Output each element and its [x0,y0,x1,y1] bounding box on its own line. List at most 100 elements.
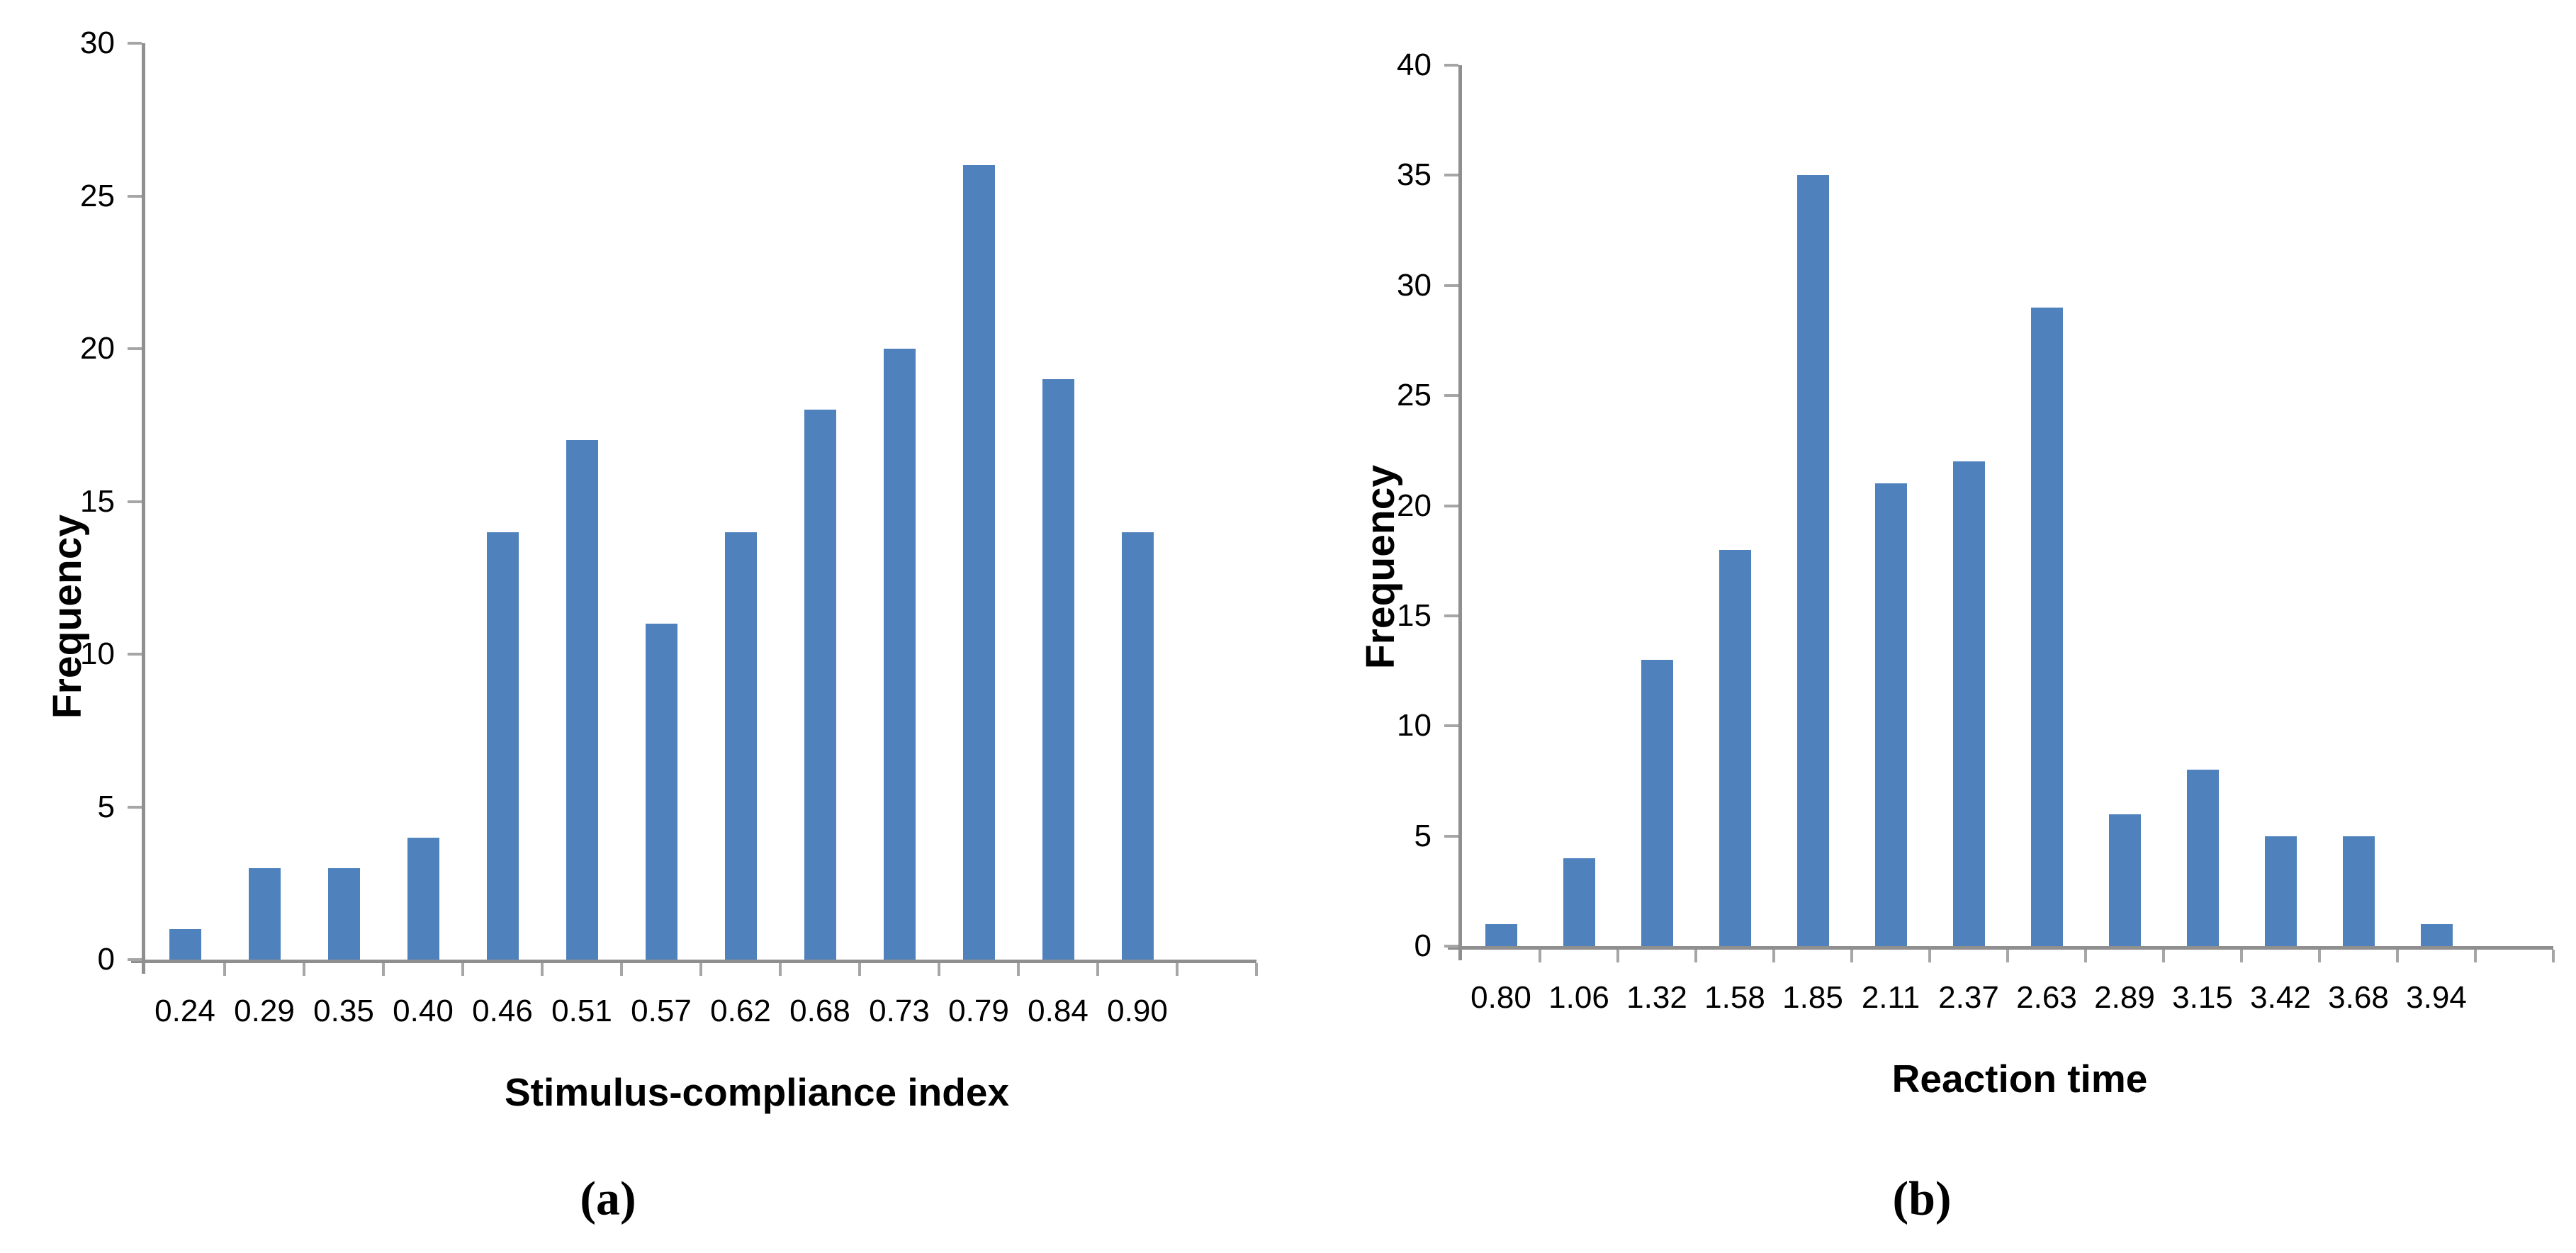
y-tick-label: 30 [80,26,115,60]
y-tick-label: 40 [1397,47,1432,82]
bar [2342,836,2375,946]
bar [1485,924,1517,946]
x-tick-label: 0.51 [551,994,612,1028]
y-axis-line [142,43,145,974]
y-tick-mark [1444,945,1458,948]
x-tick-label: 0.68 [789,994,850,1028]
x-tick-label: 0.35 [313,994,374,1028]
x-tick-label: 0.90 [1107,994,1168,1028]
x-tick-label: 0.62 [710,994,771,1028]
x-tick-mark [223,963,226,976]
x-tick-label: 3.68 [2328,980,2389,1015]
x-tick-label: 1.32 [1626,980,1687,1015]
x-tick-mark [1928,950,1931,962]
x-tick-mark [2006,950,2009,962]
chart-a-x-axis-title: Stimulus-compliance index [504,1070,1010,1114]
bar [2264,836,2297,946]
x-tick-mark [699,963,702,976]
x-tick-mark [1772,950,1775,962]
bar [1641,660,1673,946]
x-tick-mark [461,963,464,976]
chart-b-y-axis-title: Frequency [1358,464,1403,670]
x-tick-label: 0.40 [393,994,454,1028]
bar [1121,532,1154,960]
x-tick-mark [1539,950,1541,962]
bar [883,349,916,960]
bar [804,410,836,960]
x-tick-mark [1176,963,1179,976]
y-tick-label: 0 [1414,928,1432,963]
x-tick-mark [541,963,544,976]
y-tick-label: 5 [97,789,115,824]
x-tick-label: 2.89 [2094,980,2155,1015]
x-tick-mark [2318,950,2321,962]
x-tick-mark [1096,963,1099,976]
bar [248,868,281,960]
y-tick-mark [1444,834,1458,838]
x-tick-mark [938,963,940,976]
y-tick-mark [128,194,142,198]
bar [486,532,519,960]
bar [169,929,201,960]
chart-b-panel-label: (b) [1892,1171,1952,1225]
x-tick-label: 2.37 [1938,980,1999,1015]
bar [1796,175,1829,946]
y-tick-mark [1444,283,1458,287]
bar [2420,924,2453,946]
x-tick-mark [779,963,782,976]
x-tick-label: 1.58 [1704,980,1765,1015]
x-tick-mark [1616,950,1619,962]
x-tick-mark [303,963,305,976]
y-tick-mark [1444,614,1458,617]
x-tick-mark [1850,950,1853,962]
chart-a-panel-label: (a) [580,1171,636,1225]
bar [566,440,598,960]
x-axis-line [131,960,1256,963]
y-tick-mark [128,347,142,350]
y-tick-mark [1444,394,1458,398]
y-tick-label: 20 [80,331,115,366]
x-tick-label: 0.57 [631,994,692,1028]
x-tick-mark [2240,950,2243,962]
x-tick-mark [1694,950,1697,962]
x-tick-label: 3.15 [2172,980,2233,1015]
y-tick-mark [1444,504,1458,507]
x-tick-mark [1017,963,1020,976]
x-tick-mark [2552,950,2555,962]
x-tick-label: 2.63 [2016,980,2077,1015]
x-tick-label: 0.24 [154,994,215,1028]
x-tick-label: 2.11 [1861,980,1920,1015]
x-tick-mark [620,963,623,976]
y-tick-mark [1444,174,1458,177]
y-tick-label: 10 [1397,708,1432,743]
x-tick-label: 1.85 [1782,980,1843,1015]
x-axis-line [1448,946,2553,950]
x-tick-mark [858,963,861,976]
y-tick-label: 35 [1397,157,1432,193]
bar [327,868,360,960]
x-tick-mark [382,963,385,976]
bar [1719,550,1751,946]
y-tick-mark [128,500,142,503]
y-tick-label: 10 [80,636,115,671]
bar [2186,770,2219,946]
x-tick-mark [1255,963,1258,976]
x-tick-label: 0.29 [234,994,295,1028]
x-tick-label: 0.84 [1028,994,1089,1028]
x-tick-mark [2474,950,2477,962]
y-tick-label: 25 [80,178,115,213]
y-tick-mark [128,653,142,656]
bar [2108,814,2141,946]
bar [1563,858,1595,946]
y-tick-mark [128,958,142,961]
y-tick-label: 0 [97,942,115,977]
x-tick-label: 3.94 [2406,980,2467,1015]
x-tick-label: 1.06 [1548,980,1609,1015]
bar [407,838,439,960]
y-tick-mark [1444,64,1458,67]
y-tick-label: 15 [1397,597,1432,633]
x-tick-label: 0.80 [1470,980,1531,1015]
chart-b-x-axis-title: Reaction time [1891,1057,2148,1101]
y-tick-mark [1444,724,1458,728]
